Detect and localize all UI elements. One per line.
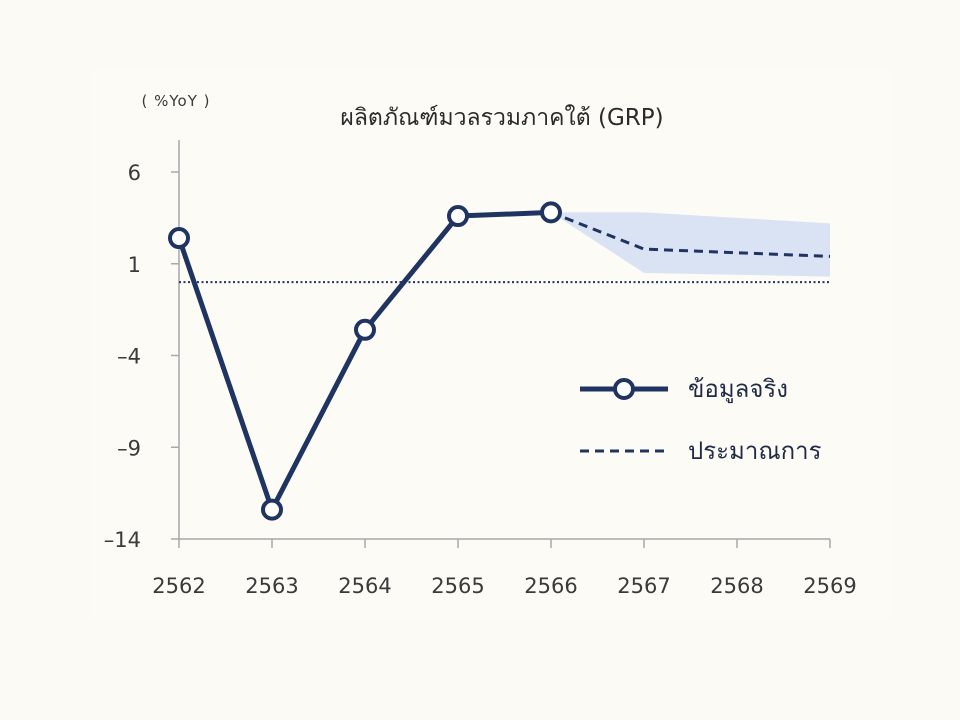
x-tick-label: 2568 — [710, 574, 763, 598]
x-tick-label: 2569 — [803, 574, 856, 598]
axis-layer: 6 1 –4 –9 –14 2562 2563 2564 2565 2566 2567 2568 256… — [104, 140, 857, 598]
y-tick-label: 6 — [128, 161, 141, 185]
legend-actual-swatch-marker — [613, 378, 635, 400]
y-tick-label: –4 — [117, 345, 141, 369]
forecast-band-layer — [551, 212, 830, 277]
legend-forecast-label: ประมาณการ — [688, 437, 822, 465]
legend-actual-label: ข้อมูลจริง — [688, 375, 788, 404]
y-tick-label: –9 — [117, 436, 141, 460]
series-layer — [168, 201, 831, 521]
x-tick-label: 2562 — [152, 574, 205, 598]
actual-data-point — [261, 498, 283, 521]
x-tick-label: 2563 — [245, 574, 298, 598]
actual-series-line — [176, 209, 552, 513]
x-tick-label: 2566 — [524, 574, 577, 598]
chart-panel — [90, 70, 890, 620]
actual-data-point — [540, 201, 562, 224]
x-tick-label: 2565 — [431, 574, 484, 598]
forecast-range-band — [551, 212, 830, 277]
x-tick-label: 2564 — [338, 574, 391, 598]
actual-data-point — [447, 205, 469, 228]
y-tick-label: –14 — [104, 528, 141, 552]
x-tick-label: 2567 — [617, 574, 670, 598]
chart-title: ผลิตภัณฑ์มวลรวมภาคใต้ (GRP) — [340, 104, 663, 131]
y-tick-label: 1 — [128, 253, 141, 277]
actual-data-point — [168, 227, 190, 250]
y-unit-label: ( %YoY ) — [141, 92, 210, 110]
actual-data-point — [354, 318, 376, 341]
forecast-series-line — [550, 210, 831, 258]
